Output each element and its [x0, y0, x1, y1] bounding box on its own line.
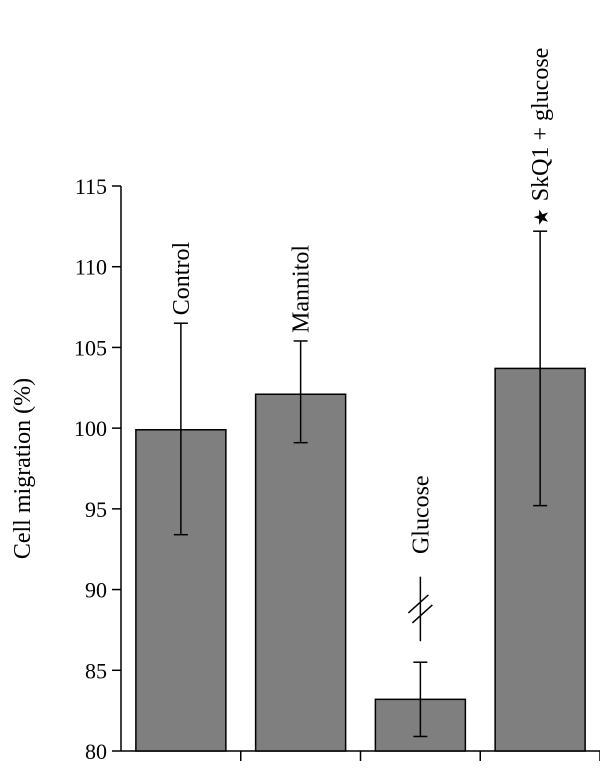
- glucose-slash: [411, 604, 433, 624]
- bar-labels: Control Mannitol Glucose SkQ1 + glucose: [169, 48, 554, 554]
- x-axis: [121, 750, 600, 761]
- y-tick-label: 105: [74, 335, 107, 360]
- bar-label: SkQ1 + glucose: [528, 48, 554, 202]
- bar-label: Mannitol: [289, 245, 315, 333]
- y-tick-label: 85: [85, 658, 107, 683]
- y-tick-label: 80: [85, 739, 107, 764]
- star-marker: ★: [529, 208, 553, 226]
- y-tick-label: 95: [85, 497, 107, 522]
- bar-label: Glucose: [408, 475, 434, 554]
- y-axis: 80 85 90 95 100 105 110 115: [74, 174, 122, 764]
- y-tick-label: 115: [75, 174, 107, 199]
- significance-markers: ★: [407, 208, 553, 642]
- y-tick-label: 100: [74, 416, 107, 441]
- bars: [135, 367, 586, 752]
- bar-label: Control: [169, 242, 195, 316]
- y-tick-label: 90: [85, 578, 107, 603]
- y-tick-label: 110: [75, 255, 107, 280]
- bar-mannitol: [254, 393, 347, 752]
- y-axis-title: Cell migration (%): [10, 378, 36, 559]
- error-bars: [173, 230, 548, 738]
- glucose-slash: [407, 594, 429, 614]
